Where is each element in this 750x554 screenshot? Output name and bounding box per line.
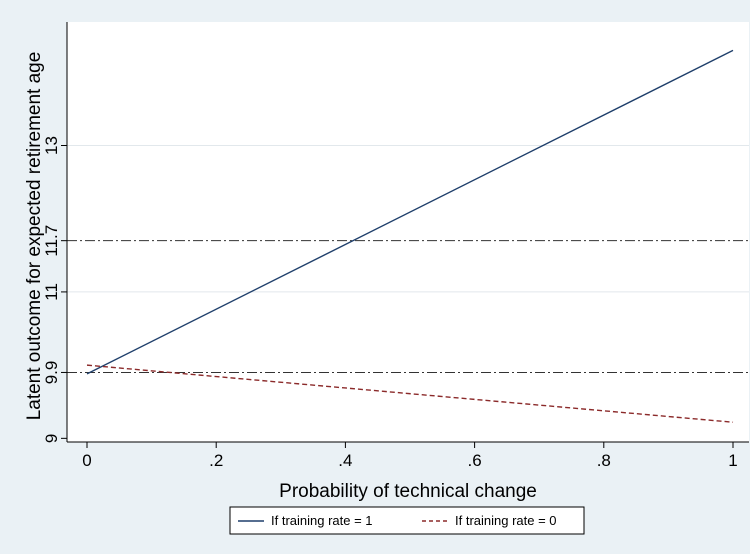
y-tick-label-2: 11 bbox=[42, 283, 61, 301]
y-tick-label-1: 9.9 bbox=[42, 361, 61, 385]
x-tick-label-3: .6 bbox=[468, 451, 482, 470]
series-layer bbox=[86, 49, 734, 423]
x-ticks: 0 .2 .4 .6 .8 1 bbox=[82, 442, 738, 470]
plot-area bbox=[67, 22, 749, 442]
x-tick-label-5: 1 bbox=[728, 451, 737, 470]
y-tick-label-3: 11.7 bbox=[42, 225, 61, 257]
y-tick-label-4: 13 bbox=[42, 136, 61, 155]
x-tick-label-1: .2 bbox=[209, 451, 223, 470]
y-tick-label-0: 9 bbox=[42, 434, 61, 443]
legend-label-series-1: If training rate = 1 bbox=[271, 513, 373, 528]
y-axis-title: Latent outcome for expected retirement a… bbox=[24, 52, 45, 421]
x-tick-label-4: .8 bbox=[597, 451, 611, 470]
legend: If training rate = 1 If training rate = … bbox=[229, 506, 585, 535]
legend-box bbox=[229, 506, 585, 535]
x-tick-label-2: .4 bbox=[338, 451, 352, 470]
x-axis-title: Probability of technical change bbox=[279, 481, 537, 502]
x-tick-label-0: 0 bbox=[82, 451, 91, 470]
reference-lines bbox=[67, 240, 749, 373]
y-ticks: 9 9.9 11 11.7 13 bbox=[42, 136, 67, 443]
series-line-1 bbox=[86, 49, 734, 375]
grid-layer bbox=[67, 144, 749, 293]
series-line-2 bbox=[86, 364, 734, 423]
legend-label-series-2: If training rate = 0 bbox=[455, 513, 557, 528]
